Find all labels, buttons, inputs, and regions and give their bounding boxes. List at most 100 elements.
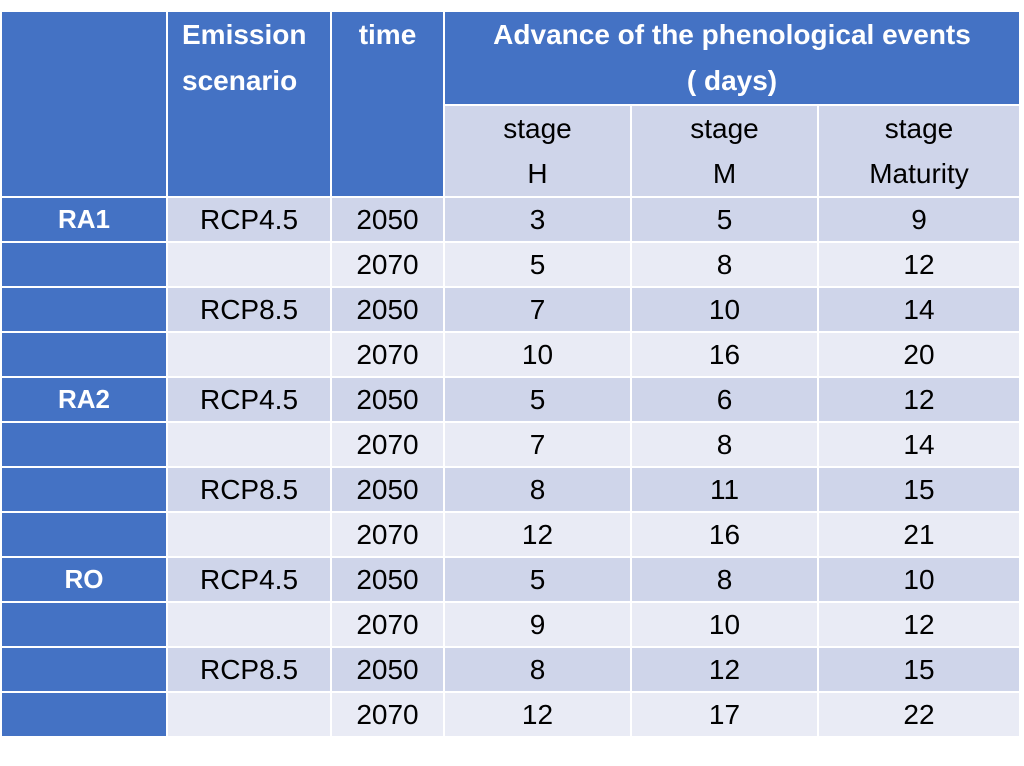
region-cell: RA2 bbox=[2, 378, 166, 421]
m-cell: 10 bbox=[632, 603, 817, 646]
header-corner-cell bbox=[2, 12, 166, 196]
h-cell: 12 bbox=[445, 513, 630, 556]
m-cell: 12 bbox=[632, 648, 817, 691]
scenario-cell bbox=[168, 513, 330, 556]
table-row: RCP8.5 2050 7 10 14 bbox=[2, 288, 1019, 331]
scenario-cell: RCP4.5 bbox=[168, 198, 330, 241]
h-cell: 12 bbox=[445, 693, 630, 736]
table-row: RCP8.5 2050 8 11 15 bbox=[2, 468, 1019, 511]
table-row: RA2 RCP4.5 2050 5 6 12 bbox=[2, 378, 1019, 421]
maturity-cell: 21 bbox=[819, 513, 1019, 556]
scenario-cell: RCP8.5 bbox=[168, 648, 330, 691]
header-stage-m-line1: stage bbox=[690, 113, 759, 144]
header-stage-maturity-line2: Maturity bbox=[869, 158, 969, 189]
h-cell: 3 bbox=[445, 198, 630, 241]
h-cell: 5 bbox=[445, 558, 630, 601]
region-cell bbox=[2, 288, 166, 331]
m-cell: 5 bbox=[632, 198, 817, 241]
table-row: 2070 9 10 12 bbox=[2, 603, 1019, 646]
time-cell: 2050 bbox=[332, 288, 443, 331]
region-cell bbox=[2, 693, 166, 736]
region-cell bbox=[2, 648, 166, 691]
region-cell bbox=[2, 468, 166, 511]
maturity-cell: 12 bbox=[819, 378, 1019, 421]
h-cell: 9 bbox=[445, 603, 630, 646]
scenario-cell: RCP4.5 bbox=[168, 558, 330, 601]
time-cell: 2050 bbox=[332, 648, 443, 691]
time-cell: 2070 bbox=[332, 693, 443, 736]
table-row: RCP8.5 2050 8 12 15 bbox=[2, 648, 1019, 691]
header-stage-maturity-line1: stage bbox=[884, 113, 954, 144]
header-stage-h-line1: stage bbox=[503, 113, 572, 144]
region-cell bbox=[2, 333, 166, 376]
time-cell: 2070 bbox=[332, 243, 443, 286]
maturity-cell: 14 bbox=[819, 288, 1019, 331]
table-row: RO RCP4.5 2050 5 8 10 bbox=[2, 558, 1019, 601]
time-cell: 2050 bbox=[332, 378, 443, 421]
scenario-cell bbox=[168, 243, 330, 286]
table-row: 2070 10 16 20 bbox=[2, 333, 1019, 376]
h-cell: 8 bbox=[445, 648, 630, 691]
region-cell bbox=[2, 603, 166, 646]
h-cell: 7 bbox=[445, 288, 630, 331]
m-cell: 6 bbox=[632, 378, 817, 421]
time-cell: 2050 bbox=[332, 198, 443, 241]
scenario-cell bbox=[168, 693, 330, 736]
region-cell bbox=[2, 513, 166, 556]
maturity-cell: 20 bbox=[819, 333, 1019, 376]
header-stage-m: stage M bbox=[632, 106, 817, 196]
phenology-table: Emission scenario time Advance of the ph… bbox=[0, 10, 1021, 738]
time-cell: 2050 bbox=[332, 558, 443, 601]
scenario-cell: RCP8.5 bbox=[168, 468, 330, 511]
header-stage-h: stage H bbox=[445, 106, 630, 196]
header-time: time bbox=[332, 12, 443, 196]
m-cell: 8 bbox=[632, 423, 817, 466]
region-cell bbox=[2, 243, 166, 286]
header-advance-line1: Advance of the phenological events bbox=[493, 19, 971, 50]
maturity-cell: 12 bbox=[819, 603, 1019, 646]
scenario-cell bbox=[168, 333, 330, 376]
header-time-label: time bbox=[358, 19, 417, 50]
header-advance-line2: ( days) bbox=[686, 65, 778, 96]
maturity-cell: 10 bbox=[819, 558, 1019, 601]
header-emission-line2: scenario bbox=[182, 65, 298, 96]
scenario-cell: RCP4.5 bbox=[168, 378, 330, 421]
h-cell: 7 bbox=[445, 423, 630, 466]
time-cell: 2070 bbox=[332, 603, 443, 646]
header-stage-maturity: stage Maturity bbox=[819, 106, 1019, 196]
table-row: 2070 5 8 12 bbox=[2, 243, 1019, 286]
maturity-cell: 14 bbox=[819, 423, 1019, 466]
table-row: RA1 RCP4.5 2050 3 5 9 bbox=[2, 198, 1019, 241]
scenario-cell bbox=[168, 603, 330, 646]
h-cell: 5 bbox=[445, 378, 630, 421]
header-stage-m-line2: M bbox=[712, 158, 737, 189]
header-stage-h-line2: H bbox=[527, 158, 548, 189]
m-cell: 11 bbox=[632, 468, 817, 511]
maturity-cell: 9 bbox=[819, 198, 1019, 241]
scenario-cell: RCP8.5 bbox=[168, 288, 330, 331]
m-cell: 16 bbox=[632, 333, 817, 376]
table-row: 2070 12 16 21 bbox=[2, 513, 1019, 556]
header-emission-scenario: Emission scenario bbox=[168, 12, 330, 196]
table-body: RA1 RCP4.5 2050 3 5 9 2070 5 8 12 RCP8.5 2050 7 10 14 2… bbox=[2, 198, 1019, 736]
h-cell: 8 bbox=[445, 468, 630, 511]
m-cell: 8 bbox=[632, 243, 817, 286]
header-advance: Advance of the phenological events ( day… bbox=[445, 12, 1019, 104]
time-cell: 2070 bbox=[332, 333, 443, 376]
m-cell: 10 bbox=[632, 288, 817, 331]
region-cell bbox=[2, 423, 166, 466]
table-wrapper: Emission scenario time Advance of the ph… bbox=[0, 10, 1021, 738]
table-row: 2070 7 8 14 bbox=[2, 423, 1019, 466]
header-emission-line1: Emission bbox=[182, 19, 307, 50]
region-cell: RO bbox=[2, 558, 166, 601]
m-cell: 8 bbox=[632, 558, 817, 601]
scenario-cell bbox=[168, 423, 330, 466]
maturity-cell: 22 bbox=[819, 693, 1019, 736]
maturity-cell: 12 bbox=[819, 243, 1019, 286]
time-cell: 2070 bbox=[332, 423, 443, 466]
h-cell: 10 bbox=[445, 333, 630, 376]
table-row: 2070 12 17 22 bbox=[2, 693, 1019, 736]
maturity-cell: 15 bbox=[819, 468, 1019, 511]
h-cell: 5 bbox=[445, 243, 630, 286]
maturity-cell: 15 bbox=[819, 648, 1019, 691]
